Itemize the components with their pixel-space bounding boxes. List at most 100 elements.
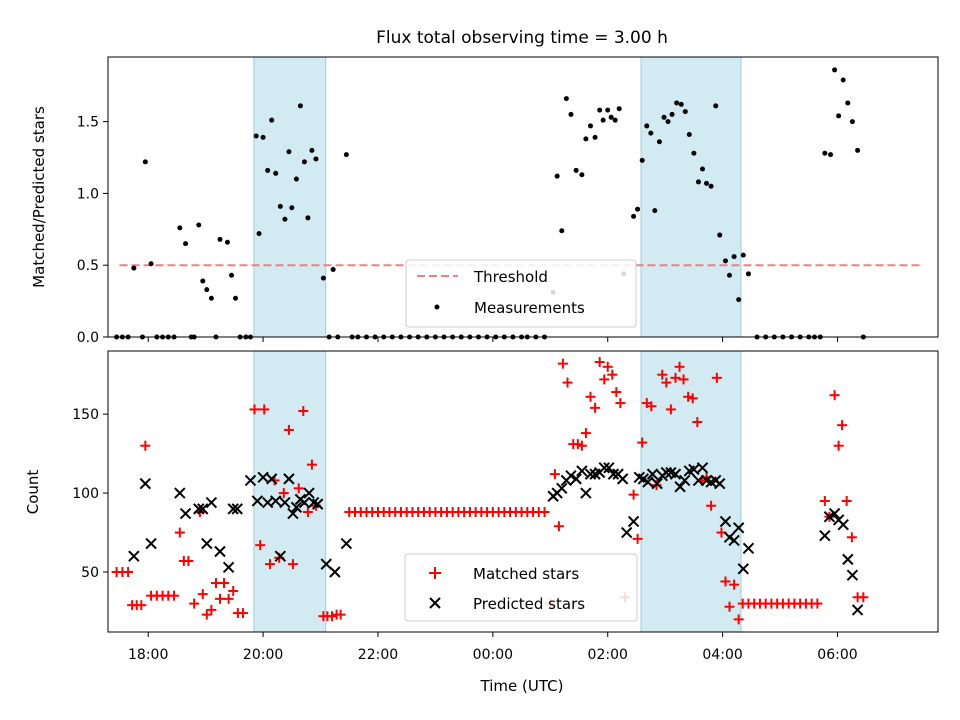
measurement-point	[568, 111, 574, 117]
predicted-stars-point	[145, 537, 157, 550]
measurement-point	[605, 107, 611, 113]
measurement-point	[301, 159, 307, 165]
legend-measurements-label: Measurements	[474, 299, 585, 317]
matched-stars-point	[657, 369, 668, 380]
predicted-stars-point	[303, 487, 315, 499]
predicted-stars-point	[197, 503, 209, 515]
matched-stars-point	[858, 592, 869, 603]
measurement-point	[265, 167, 271, 173]
predicted-stars-point	[598, 462, 610, 474]
measurement-point	[669, 111, 675, 117]
count-panel: 50 100 150 18:00 20:00 22:00 00:00 02:00 04:00 0…	[24, 350, 939, 695]
matched-stars-point	[201, 609, 212, 620]
matched-stars-point	[615, 398, 626, 409]
predicted-stars-point	[674, 481, 686, 493]
matched-stars-point	[829, 390, 840, 401]
matched-stars-point	[706, 500, 717, 511]
predicted-stars-point	[244, 474, 257, 487]
measurement-point	[840, 77, 846, 83]
predicted-stars-point	[728, 534, 740, 547]
legend: Matched stars Predicted stars	[404, 553, 638, 622]
predicted-stars-point	[231, 503, 243, 515]
measurement-point	[587, 123, 593, 129]
measurement-point	[559, 228, 565, 234]
matched-stars-point	[140, 440, 151, 451]
matched-stars-point	[255, 540, 266, 551]
matched-stars-point	[259, 404, 270, 415]
predicted-stars-point	[174, 487, 186, 499]
matched-stars-point	[692, 417, 703, 428]
matched-stars-point	[228, 585, 239, 596]
measurement-point	[731, 254, 737, 260]
y-tick-label: 0.0	[77, 330, 99, 346]
matched-stars-point	[602, 361, 613, 372]
measurement-point	[713, 103, 719, 109]
matched-stars-point	[678, 374, 689, 385]
matched-stars-point	[302, 507, 313, 518]
chart-title: Flux total observing time = 3.00 h	[376, 28, 668, 48]
predicted-stars-point	[205, 496, 218, 509]
predicted-stars-point	[311, 498, 324, 510]
y-tick-label: 1.0	[77, 186, 99, 202]
matched-stars-point	[264, 559, 275, 570]
predicted-stars-point	[660, 466, 673, 479]
matched-stars-point	[661, 377, 672, 388]
predicted-stars-point	[678, 474, 691, 487]
measurement-point	[224, 239, 230, 245]
predicted-stars-point	[603, 462, 615, 474]
legend-predicted-label: Predicted stars	[473, 595, 585, 613]
legend: Threshold Measurements	[405, 259, 637, 328]
predicted-stars-point	[329, 566, 341, 578]
predicted-stars-point	[851, 604, 864, 616]
measurement-point	[228, 272, 234, 278]
matched-stars-point	[733, 614, 744, 625]
measurement-point	[320, 275, 326, 281]
predicted-stars-point	[283, 473, 295, 485]
measurement-point	[260, 134, 266, 140]
predicted-stars-point	[737, 563, 749, 575]
measurement-point	[330, 267, 336, 273]
measurement-point	[717, 232, 723, 238]
matched-stars-point	[590, 402, 601, 413]
measurement-point	[177, 225, 183, 231]
y-tick-label: 1.5	[77, 115, 99, 131]
measurement-point	[665, 119, 671, 125]
measurement-point	[269, 117, 275, 123]
measurement-point	[273, 170, 279, 176]
measurement-point	[256, 231, 262, 237]
matched-stars-point	[611, 387, 622, 398]
predicted-stars-point	[265, 473, 278, 485]
x-tick-label: 04:00	[702, 647, 742, 663]
matched-stars-point	[846, 532, 857, 543]
matched-stars-point	[169, 590, 180, 601]
predicted-stars-point	[257, 471, 269, 483]
legend-matched-swatch	[429, 567, 441, 579]
matched-stars-point	[197, 589, 208, 600]
matched-stars-point	[189, 598, 200, 609]
matched-stars-point	[812, 598, 823, 609]
measurement-point	[695, 179, 701, 185]
predicted-stars-point	[556, 482, 568, 495]
measurement-point	[740, 252, 746, 258]
predicted-stars-point	[298, 496, 311, 509]
predicted-stars-point	[846, 569, 859, 581]
measurement-point	[233, 295, 239, 301]
measurement-point	[253, 133, 259, 139]
predicted-stars-point	[179, 507, 192, 520]
matched-stars-point	[632, 533, 643, 544]
predicted-stars-point	[287, 507, 299, 520]
matched-stars-point	[819, 495, 830, 506]
matched-stars-point	[580, 428, 591, 439]
measurement-point	[131, 265, 137, 271]
predicted-stars-point	[214, 545, 226, 558]
measurement-point	[583, 136, 589, 142]
measurement-point	[849, 119, 855, 125]
measurement-point	[822, 150, 828, 156]
predicted-stars-point	[576, 465, 588, 477]
matched-stars-point	[327, 611, 338, 622]
legend-measurements-swatch	[434, 304, 440, 310]
observing-window-span	[253, 56, 327, 338]
matched-stars-point	[594, 357, 605, 368]
x-tick-label: 18:00	[128, 647, 168, 663]
x-tick-label: 22:00	[358, 647, 398, 663]
